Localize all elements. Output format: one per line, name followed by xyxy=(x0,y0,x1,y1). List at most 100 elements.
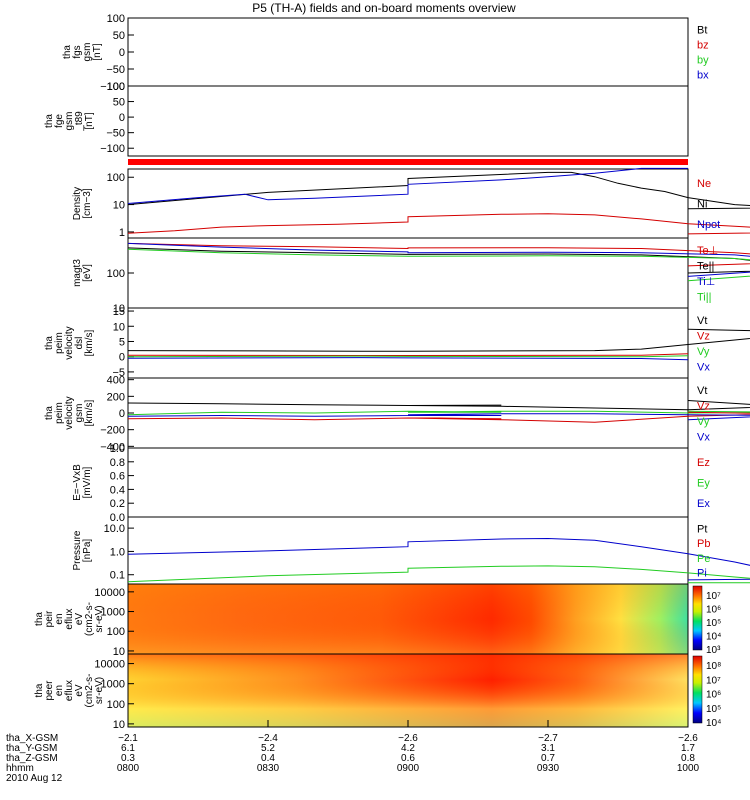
y-tick-label: 1.0 xyxy=(110,443,125,455)
x-axis-value: 0900 xyxy=(397,763,420,774)
series-npot-line xyxy=(127,167,688,204)
y-tick-label: 100 xyxy=(107,699,125,711)
y-tick-label: 0.0 xyxy=(110,512,125,524)
legend-entry: Pi xyxy=(697,568,707,580)
y-axis-label: [km/s] xyxy=(84,329,95,356)
y-axis-label: [km/s] xyxy=(84,399,95,426)
y-tick-label: 1000 xyxy=(101,679,125,691)
legend-entry: by xyxy=(697,55,709,67)
legend-entry: bx xyxy=(697,70,709,82)
colorbar-label: 10⁷ xyxy=(706,591,721,602)
y-tick-label: 10 xyxy=(113,200,125,212)
legend-entry: Ey xyxy=(697,478,710,490)
series-ti-line xyxy=(127,242,750,277)
x-axis-value: 0.4 xyxy=(261,753,275,764)
series-pi-line xyxy=(127,537,750,581)
x-axis-value: 4.2 xyxy=(401,743,415,754)
y-axis-label: eV xyxy=(74,613,85,626)
legend-entry: Ez xyxy=(697,457,710,469)
legend-entry: Vx xyxy=(697,431,710,443)
y-axis-label: velocity xyxy=(64,326,75,359)
legend-entry: Ti⊥ xyxy=(697,276,715,288)
y-axis-label: sr-eV) xyxy=(94,605,105,632)
spectrogram-shading xyxy=(128,654,688,727)
x-axis-row-label: hhmm xyxy=(6,763,34,774)
colorbar-scale xyxy=(692,655,703,724)
legend-entry: Ni xyxy=(697,199,707,211)
panel-frame xyxy=(127,447,689,518)
x-axis-value: 0.3 xyxy=(121,753,135,764)
x-axis-value: 6.1 xyxy=(121,743,135,754)
y-axis-label: dsl xyxy=(74,337,85,350)
series-vx-line xyxy=(127,357,689,361)
series-vt-line xyxy=(127,400,750,411)
y-tick-label: 0 xyxy=(119,112,125,124)
legend-entry: Te⊥ xyxy=(697,245,718,257)
y-tick-label: 100 xyxy=(107,13,125,25)
colorbar-scale xyxy=(692,585,703,651)
series-te-line xyxy=(127,247,750,274)
legend-entry: Pt xyxy=(697,523,707,535)
y-axis-label: fgs xyxy=(72,45,83,58)
legend-entry: Vz xyxy=(697,330,710,342)
y-axis-label: tha xyxy=(44,336,55,350)
series-pe-line xyxy=(127,565,750,584)
y-axis-label: peim xyxy=(54,402,65,424)
y-axis-label: peer xyxy=(44,680,55,701)
panel-temperature: 100 10 magt3 [eV] Te⊥ Te|| Ti⊥ Ti|| xyxy=(72,237,750,315)
x-axis-row-label: tha_X-GSM xyxy=(6,733,58,744)
panel-frame xyxy=(127,85,689,157)
y-tick-label: 10 xyxy=(113,303,125,315)
y-tick-label: 100 xyxy=(107,172,125,184)
legend-entry: Pb xyxy=(697,538,710,550)
x-axis-value: 0800 xyxy=(117,763,140,774)
series-ti-line xyxy=(127,248,750,282)
colorbar-label: 10³ xyxy=(706,645,721,656)
y-axis-label: en xyxy=(54,613,65,624)
y-axis-label: gsm xyxy=(74,404,85,423)
legend-entry: Vt xyxy=(697,385,707,397)
legend-entry: Ti|| xyxy=(697,291,711,303)
legend-entry: Vx xyxy=(697,361,710,373)
panel-fgs: 100 50 0 −50 −100 tha fgs gsm [nT] Bt bz by bx xyxy=(62,13,709,93)
x-axis-value: −2.1 xyxy=(118,733,138,744)
x-axis-value: −2.6 xyxy=(398,733,418,744)
y-tick-label: 5 xyxy=(119,336,125,348)
x-axis-value: 5.2 xyxy=(261,743,275,754)
panel-electron_spectrogram: 10⁸ 10⁷ 10⁶ 10⁵ 10⁴ 10000 1000 100 10 tha peer en ef… xyxy=(34,653,721,731)
y-tick-label: 100 xyxy=(107,268,125,280)
y-axis-label: [nT] xyxy=(92,43,103,60)
y-tick-label: −200 xyxy=(100,425,125,437)
series-te-line xyxy=(127,242,750,267)
y-tick-label: −100 xyxy=(100,81,125,93)
y-axis-label: peim xyxy=(54,332,65,354)
y-axis-label: _t89 xyxy=(74,111,85,132)
y-tick-label: −50 xyxy=(106,128,125,140)
y-axis-label: fge xyxy=(54,114,65,128)
y-axis-label: tha xyxy=(34,612,45,626)
panel-frame xyxy=(127,17,689,87)
x-axis-value: 0930 xyxy=(537,763,560,774)
y-axis-label: tha xyxy=(62,45,73,59)
colorbar: 10⁷ 10⁶ 10⁵ 10⁴ 10³ xyxy=(692,585,721,656)
y-tick-label: 100 xyxy=(107,81,125,93)
legend-entry: Vz xyxy=(697,400,710,412)
series-ni-line xyxy=(127,171,750,210)
colorbar-label: 10⁷ xyxy=(706,675,721,686)
y-tick-label: 0 xyxy=(119,47,125,59)
y-tick-label: 10.0 xyxy=(104,523,125,535)
panel-pressure: 10.0 1.0 0.1 Pressure [nPa] Pt Pb Pe Pi xyxy=(72,516,750,585)
legend-entry: Vy xyxy=(697,416,710,428)
x-axis-value: 0.7 xyxy=(541,753,555,764)
y-tick-label: 1 xyxy=(119,227,125,239)
legend-entry: Npot xyxy=(697,219,720,231)
x-axis-row-label: tha_Y-GSM xyxy=(6,743,57,754)
legend-entry: bz xyxy=(697,40,709,52)
legend-entry: Ne xyxy=(697,178,711,190)
y-tick-label: 1000 xyxy=(101,607,125,619)
y-tick-label: 50 xyxy=(113,97,125,109)
y-axis-label: sr-eV) xyxy=(94,677,105,704)
y-axis-label: [eV] xyxy=(82,264,93,282)
series-ne-line xyxy=(127,213,750,235)
y-axis-label: tha xyxy=(44,406,55,420)
